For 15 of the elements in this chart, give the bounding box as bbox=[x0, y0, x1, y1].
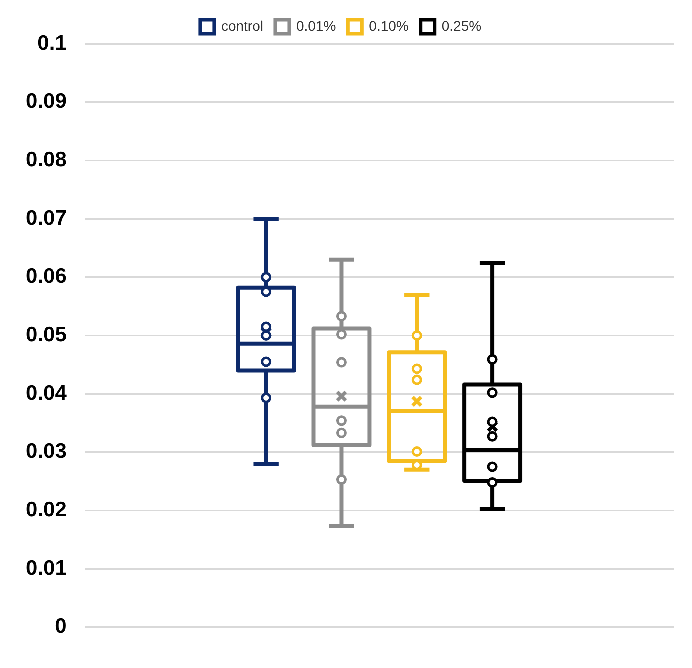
y-tick-label: 0.07 bbox=[26, 206, 67, 230]
y-tick-label: 0.01 bbox=[26, 556, 68, 580]
y-tick-label: 0.02 bbox=[26, 498, 67, 522]
y-tick-label: 0.08 bbox=[26, 148, 68, 172]
y-tick-label: 0.1 bbox=[38, 32, 68, 55]
y-tick-label: 0.06 bbox=[26, 265, 67, 288]
y-tick-label: 0.03 bbox=[26, 440, 67, 464]
legend-label: control bbox=[221, 18, 264, 34]
y-tick-label: 0.04 bbox=[26, 382, 68, 405]
legend-label: 0.10% bbox=[369, 18, 409, 34]
legend-label: 0.25% bbox=[442, 18, 482, 34]
y-tick-label: 0 bbox=[55, 615, 67, 638]
y-tick-label: 0.09 bbox=[26, 90, 67, 114]
y-tick-label: 0.05 bbox=[26, 323, 68, 346]
legend-label: 0.01% bbox=[296, 18, 336, 34]
